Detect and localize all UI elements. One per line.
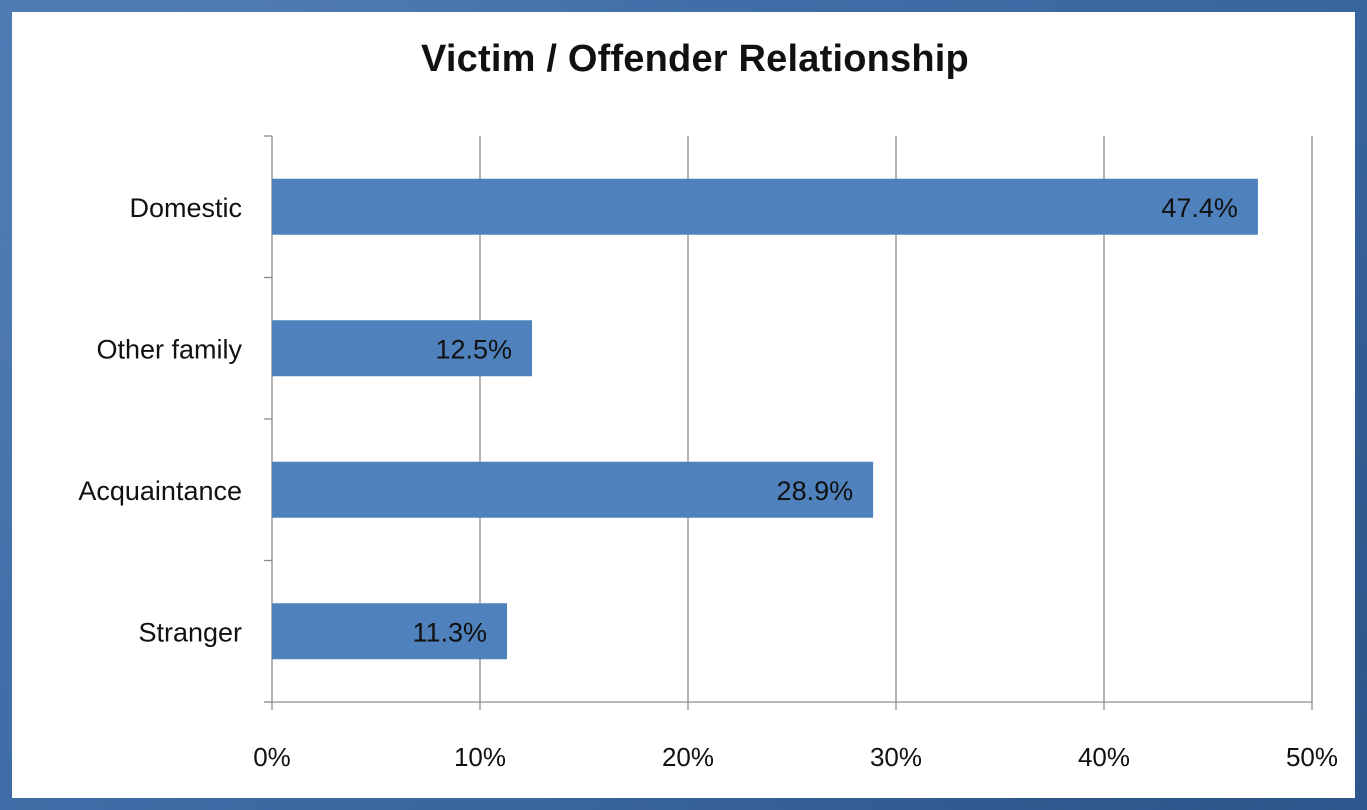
bar — [272, 320, 532, 377]
x-tick-label: 0% — [253, 742, 291, 772]
chart-panel — [12, 12, 1355, 798]
data-label: 12.5% — [435, 334, 512, 364]
x-tick-label: 30% — [870, 742, 922, 772]
x-tick-label: 10% — [454, 742, 506, 772]
x-tick-label: 20% — [662, 742, 714, 772]
category-label: Stranger — [138, 617, 242, 647]
x-tick-label: 40% — [1078, 742, 1130, 772]
data-label: 11.3% — [412, 617, 487, 647]
chart-title: Victim / Offender Relationship — [421, 38, 969, 80]
category-label: Domestic — [129, 193, 242, 223]
bar — [272, 461, 874, 518]
category-label: Acquaintance — [78, 476, 242, 506]
bar — [272, 178, 1258, 235]
bars — [272, 178, 1258, 660]
data-label: 28.9% — [777, 476, 854, 506]
bar — [272, 603, 508, 660]
category-label: Other family — [96, 334, 242, 364]
x-tick-label: 50% — [1286, 742, 1338, 772]
data-label: 47.4% — [1161, 193, 1238, 223]
labels: 0% 10% 20% 30% 40% 50% Domestic 47.4% Other fami… — [78, 193, 1338, 772]
